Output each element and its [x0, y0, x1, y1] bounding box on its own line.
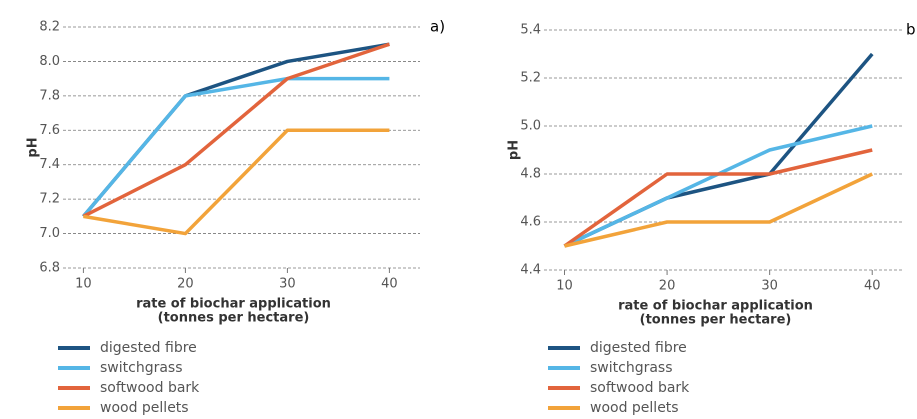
chart-title: b	[906, 21, 916, 39]
legend-label: softwood bark	[590, 380, 690, 396]
y-tick-label: 8.2	[39, 20, 60, 35]
data-line	[564, 172, 873, 248]
x-tick-label: 40	[864, 279, 881, 294]
data-line	[82, 76, 390, 218]
x-tick-label: 30	[761, 279, 778, 294]
y-tick-label: 7.6	[39, 123, 60, 138]
legend-label: digested fibre	[590, 340, 687, 356]
y-tick-label: 7.8	[39, 88, 60, 103]
data-line	[83, 128, 390, 236]
legend-label: softwood bark	[100, 380, 200, 396]
x-tick-label: 10	[75, 277, 92, 292]
x-tick-label: 40	[381, 277, 398, 292]
x-axis-title: (tonnes per hectare)	[158, 311, 310, 326]
data-line	[82, 42, 390, 218]
x-axis-title: rate of biochar application	[136, 297, 331, 312]
y-tick-label: 5.2	[520, 71, 541, 86]
legend-label: switchgrass	[590, 360, 673, 376]
x-tick-label: 10	[556, 279, 573, 294]
y-axis-title: pH	[26, 137, 41, 157]
legend-label: wood pellets	[100, 400, 189, 416]
y-tick-label: 8.0	[39, 54, 60, 69]
y-tick-label: 5.4	[520, 23, 541, 38]
legend-label: digested fibre	[100, 340, 197, 356]
y-tick-label: 7.0	[39, 226, 60, 241]
x-axis-title: rate of biochar application	[618, 299, 813, 314]
y-tick-label: 4.8	[520, 167, 541, 182]
y-tick-label: 4.4	[520, 263, 541, 278]
y-tick-label: 7.2	[39, 192, 60, 207]
y-tick-label: 5.0	[520, 119, 541, 134]
x-tick-label: 20	[659, 279, 676, 294]
y-tick-label: 4.6	[520, 215, 541, 230]
y-tick-label: 7.4	[39, 157, 60, 172]
x-axis-title: (tonnes per hectare)	[640, 313, 792, 328]
legend-label: wood pellets	[590, 400, 679, 416]
data-line	[563, 148, 873, 248]
data-line	[563, 52, 874, 248]
legend-label: switchgrass	[100, 360, 183, 376]
x-tick-label: 20	[177, 277, 194, 292]
chart-title: a)	[430, 18, 445, 36]
y-tick-label: 6.8	[39, 261, 60, 276]
x-tick-label: 30	[279, 277, 296, 292]
y-axis-title: pH	[507, 140, 522, 160]
